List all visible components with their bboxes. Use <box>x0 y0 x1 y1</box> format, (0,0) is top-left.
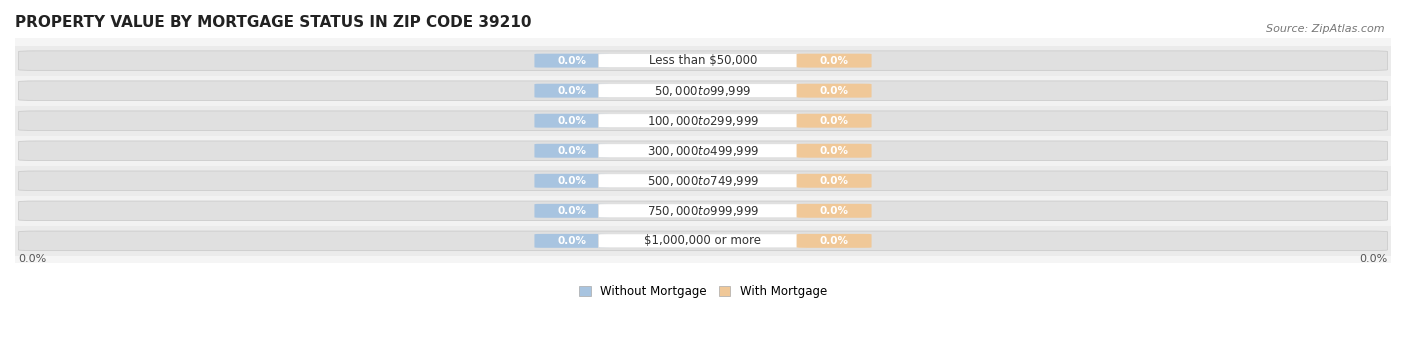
FancyBboxPatch shape <box>797 54 872 68</box>
Text: 0.0%: 0.0% <box>820 146 849 156</box>
FancyBboxPatch shape <box>599 144 807 158</box>
FancyBboxPatch shape <box>534 84 609 98</box>
Text: $100,000 to $299,999: $100,000 to $299,999 <box>647 114 759 128</box>
Text: 0.0%: 0.0% <box>1360 254 1388 265</box>
Text: 0.0%: 0.0% <box>820 116 849 126</box>
FancyBboxPatch shape <box>534 114 609 128</box>
FancyBboxPatch shape <box>534 174 609 188</box>
Text: 0.0%: 0.0% <box>557 236 586 246</box>
Legend: Without Mortgage, With Mortgage: Without Mortgage, With Mortgage <box>579 285 827 298</box>
Text: Less than $50,000: Less than $50,000 <box>648 54 758 67</box>
Bar <box>15 76 1391 106</box>
Text: 0.0%: 0.0% <box>557 86 586 96</box>
Text: PROPERTY VALUE BY MORTGAGE STATUS IN ZIP CODE 39210: PROPERTY VALUE BY MORTGAGE STATUS IN ZIP… <box>15 15 531 30</box>
Text: 0.0%: 0.0% <box>557 116 586 126</box>
FancyBboxPatch shape <box>534 204 609 218</box>
FancyBboxPatch shape <box>599 84 807 98</box>
Text: $750,000 to $999,999: $750,000 to $999,999 <box>647 204 759 218</box>
FancyBboxPatch shape <box>599 174 807 188</box>
Text: 0.0%: 0.0% <box>820 236 849 246</box>
Text: 0.0%: 0.0% <box>820 206 849 216</box>
FancyBboxPatch shape <box>599 54 807 68</box>
FancyBboxPatch shape <box>797 84 872 98</box>
FancyBboxPatch shape <box>797 234 872 248</box>
Text: 0.0%: 0.0% <box>557 56 586 66</box>
FancyBboxPatch shape <box>599 204 807 218</box>
Bar <box>15 226 1391 256</box>
Text: 0.0%: 0.0% <box>557 146 586 156</box>
FancyBboxPatch shape <box>18 111 1388 131</box>
FancyBboxPatch shape <box>797 174 872 188</box>
FancyBboxPatch shape <box>18 51 1388 70</box>
FancyBboxPatch shape <box>18 201 1388 221</box>
FancyBboxPatch shape <box>797 114 872 128</box>
Text: 0.0%: 0.0% <box>18 254 46 265</box>
FancyBboxPatch shape <box>18 141 1388 160</box>
Bar <box>15 46 1391 76</box>
Text: $500,000 to $749,999: $500,000 to $749,999 <box>647 174 759 188</box>
Text: 0.0%: 0.0% <box>820 176 849 186</box>
FancyBboxPatch shape <box>797 204 872 218</box>
Text: 0.0%: 0.0% <box>557 206 586 216</box>
Text: 0.0%: 0.0% <box>820 56 849 66</box>
FancyBboxPatch shape <box>18 171 1388 190</box>
FancyBboxPatch shape <box>534 234 609 248</box>
Bar <box>15 196 1391 226</box>
Text: $1,000,000 or more: $1,000,000 or more <box>644 234 762 248</box>
FancyBboxPatch shape <box>534 54 609 68</box>
Text: Source: ZipAtlas.com: Source: ZipAtlas.com <box>1267 24 1385 34</box>
Text: 0.0%: 0.0% <box>820 86 849 96</box>
Text: $300,000 to $499,999: $300,000 to $499,999 <box>647 144 759 158</box>
FancyBboxPatch shape <box>599 234 807 248</box>
Bar <box>15 136 1391 166</box>
Bar <box>15 106 1391 136</box>
FancyBboxPatch shape <box>534 144 609 158</box>
Text: $50,000 to $99,999: $50,000 to $99,999 <box>654 84 752 98</box>
Text: 0.0%: 0.0% <box>557 176 586 186</box>
FancyBboxPatch shape <box>797 144 872 158</box>
Bar <box>15 166 1391 196</box>
FancyBboxPatch shape <box>18 231 1388 251</box>
FancyBboxPatch shape <box>599 114 807 128</box>
FancyBboxPatch shape <box>18 81 1388 100</box>
